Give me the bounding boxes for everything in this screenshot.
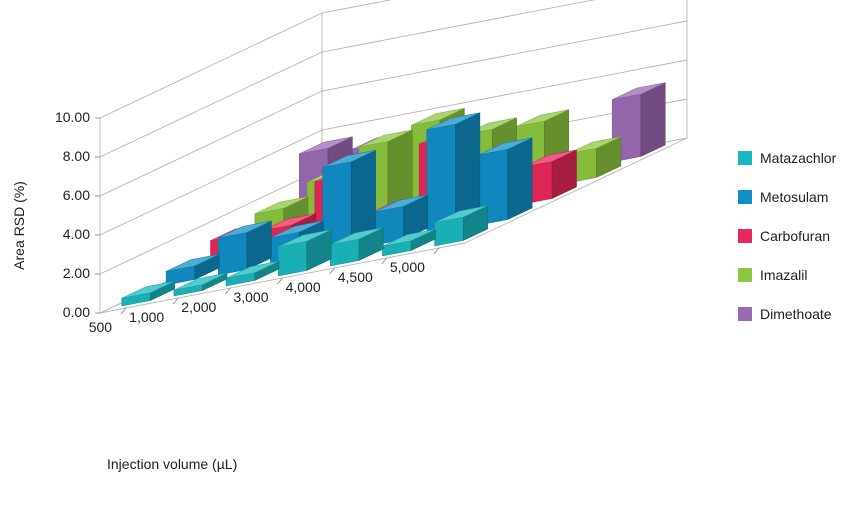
x-tick-label: 4,500: [338, 269, 373, 285]
bar-top-face: [270, 220, 324, 238]
x-tick: [120, 307, 127, 315]
bar-top-face: [567, 136, 622, 155]
y-gridline: [99, 0, 596, 158]
bar-top-face: [278, 229, 332, 248]
bar-top-face: [374, 194, 428, 213]
bar-top-face: [515, 109, 569, 127]
bar-top-face: [322, 149, 376, 168]
y-gridline: [99, 0, 393, 119]
bar-top-face: [411, 107, 465, 126]
bar-top-face: [478, 137, 533, 156]
y-gridline: [99, 20, 688, 197]
legend-swatch: [738, 229, 752, 243]
y-gridline: [99, 59, 688, 236]
bar-front-face: [218, 232, 248, 276]
y-tick-label: 6.00: [63, 187, 90, 203]
x-tick: [225, 287, 231, 295]
bar-top-face: [359, 129, 413, 148]
bar-top-face: [434, 205, 488, 223]
bar-top-face: [426, 112, 481, 130]
legend-label: Dimethoate: [760, 306, 832, 322]
bar-top-face: [121, 280, 175, 299]
x-tick-label: 5,000: [390, 259, 425, 275]
x-axis-title: Injection volume (µL): [107, 456, 237, 472]
bar-top-face: [330, 227, 384, 245]
bar-top-face: [523, 149, 577, 168]
legend-label: Imazalil: [760, 267, 808, 283]
y-tick-label: 10.00: [55, 109, 90, 125]
x-tick-label: 500: [89, 319, 113, 335]
legend-swatch: [738, 190, 752, 204]
y-tick-label: 2.00: [63, 265, 90, 281]
y-tick-label: 4.00: [63, 226, 90, 242]
bar-top-face: [254, 196, 309, 215]
bar-top-face: [218, 220, 272, 239]
legend-item: Matazachlor: [738, 147, 836, 169]
legend-item: Imazalil: [738, 264, 836, 286]
bar-top-face: [173, 272, 228, 291]
legend: Matazachlor Metosulam Carbofuran Imazalil Di…: [738, 147, 836, 342]
x-tick-label: 3,000: [233, 289, 268, 305]
legend-swatch: [738, 307, 752, 321]
x-tick: [329, 267, 335, 275]
legend-label: Carbofuran: [760, 228, 831, 244]
bar-top-face: [225, 260, 280, 279]
legend-label: Metosulam: [760, 189, 829, 205]
bar-top-face: [612, 82, 666, 100]
bar-top-face: [262, 213, 316, 231]
legend-item: Metosulam: [738, 186, 836, 208]
x-tick: [381, 257, 388, 265]
bar-top-face: [165, 254, 220, 272]
x-tick: [172, 297, 179, 305]
bar-front-face: [277, 240, 308, 277]
y-axis-title: Area RSD (%): [11, 181, 27, 270]
legend-label: Matazachlor: [760, 150, 837, 166]
y-tick-label: 0.00: [63, 304, 90, 320]
x-tick-label: 1,000: [129, 309, 164, 325]
bar-side-face: [640, 82, 666, 157]
y-tick-label: 8.00: [63, 148, 90, 164]
x-tick: [433, 247, 440, 255]
bar-top-face: [382, 228, 436, 247]
legend-swatch: [738, 151, 752, 165]
legend-item: Carbofuran: [738, 225, 836, 247]
legend-swatch: [738, 268, 752, 282]
x-tick-label: 2,000: [181, 299, 216, 315]
legend-item: Dimethoate: [738, 303, 836, 325]
bar-top-face: [299, 136, 353, 155]
x-tick: [277, 277, 283, 285]
bar-side-face: [507, 137, 533, 220]
floor-right-edge: [464, 137, 688, 244]
x-tick-label: 4,000: [286, 279, 321, 295]
